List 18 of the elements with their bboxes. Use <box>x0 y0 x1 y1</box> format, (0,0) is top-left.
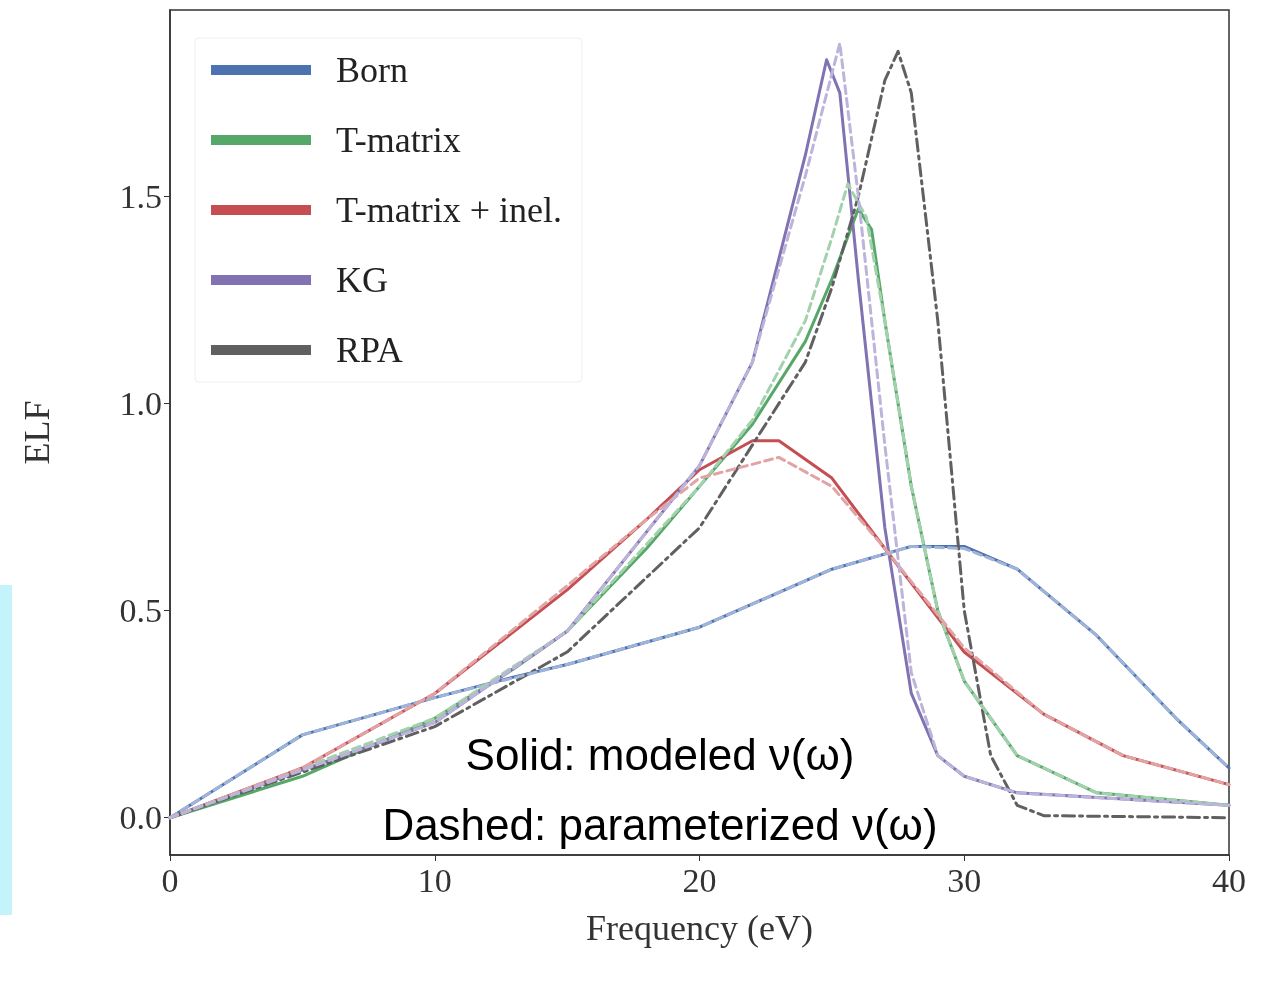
legend-label: Born <box>336 50 408 90</box>
legend-label: RPA <box>336 330 403 370</box>
x-tick-label: 40 <box>1212 861 1246 899</box>
annotation: Solid: modeled ν(ω) <box>465 729 855 779</box>
x-tick-label: 10 <box>417 861 452 899</box>
annotation: Dashed: parameterized ν(ω) <box>382 799 938 849</box>
x-axis-title: Frequency (eV) <box>586 908 813 948</box>
y-tick-label: 0.5 <box>119 592 162 630</box>
y-tick-label: 1.5 <box>119 177 162 215</box>
legend-label: KG <box>336 260 388 300</box>
x-tick-label: 0 <box>161 861 179 899</box>
x-tick-label: 20 <box>682 861 717 899</box>
x-tick-label: 30 <box>947 861 982 899</box>
y-tick-label: 0.0 <box>119 799 162 837</box>
legend-label: T-matrix + inel. <box>336 190 562 230</box>
legend-label: T-matrix <box>336 120 461 160</box>
y-axis-title: ELF <box>17 400 57 465</box>
y-tick-label: 1.0 <box>119 385 162 422</box>
